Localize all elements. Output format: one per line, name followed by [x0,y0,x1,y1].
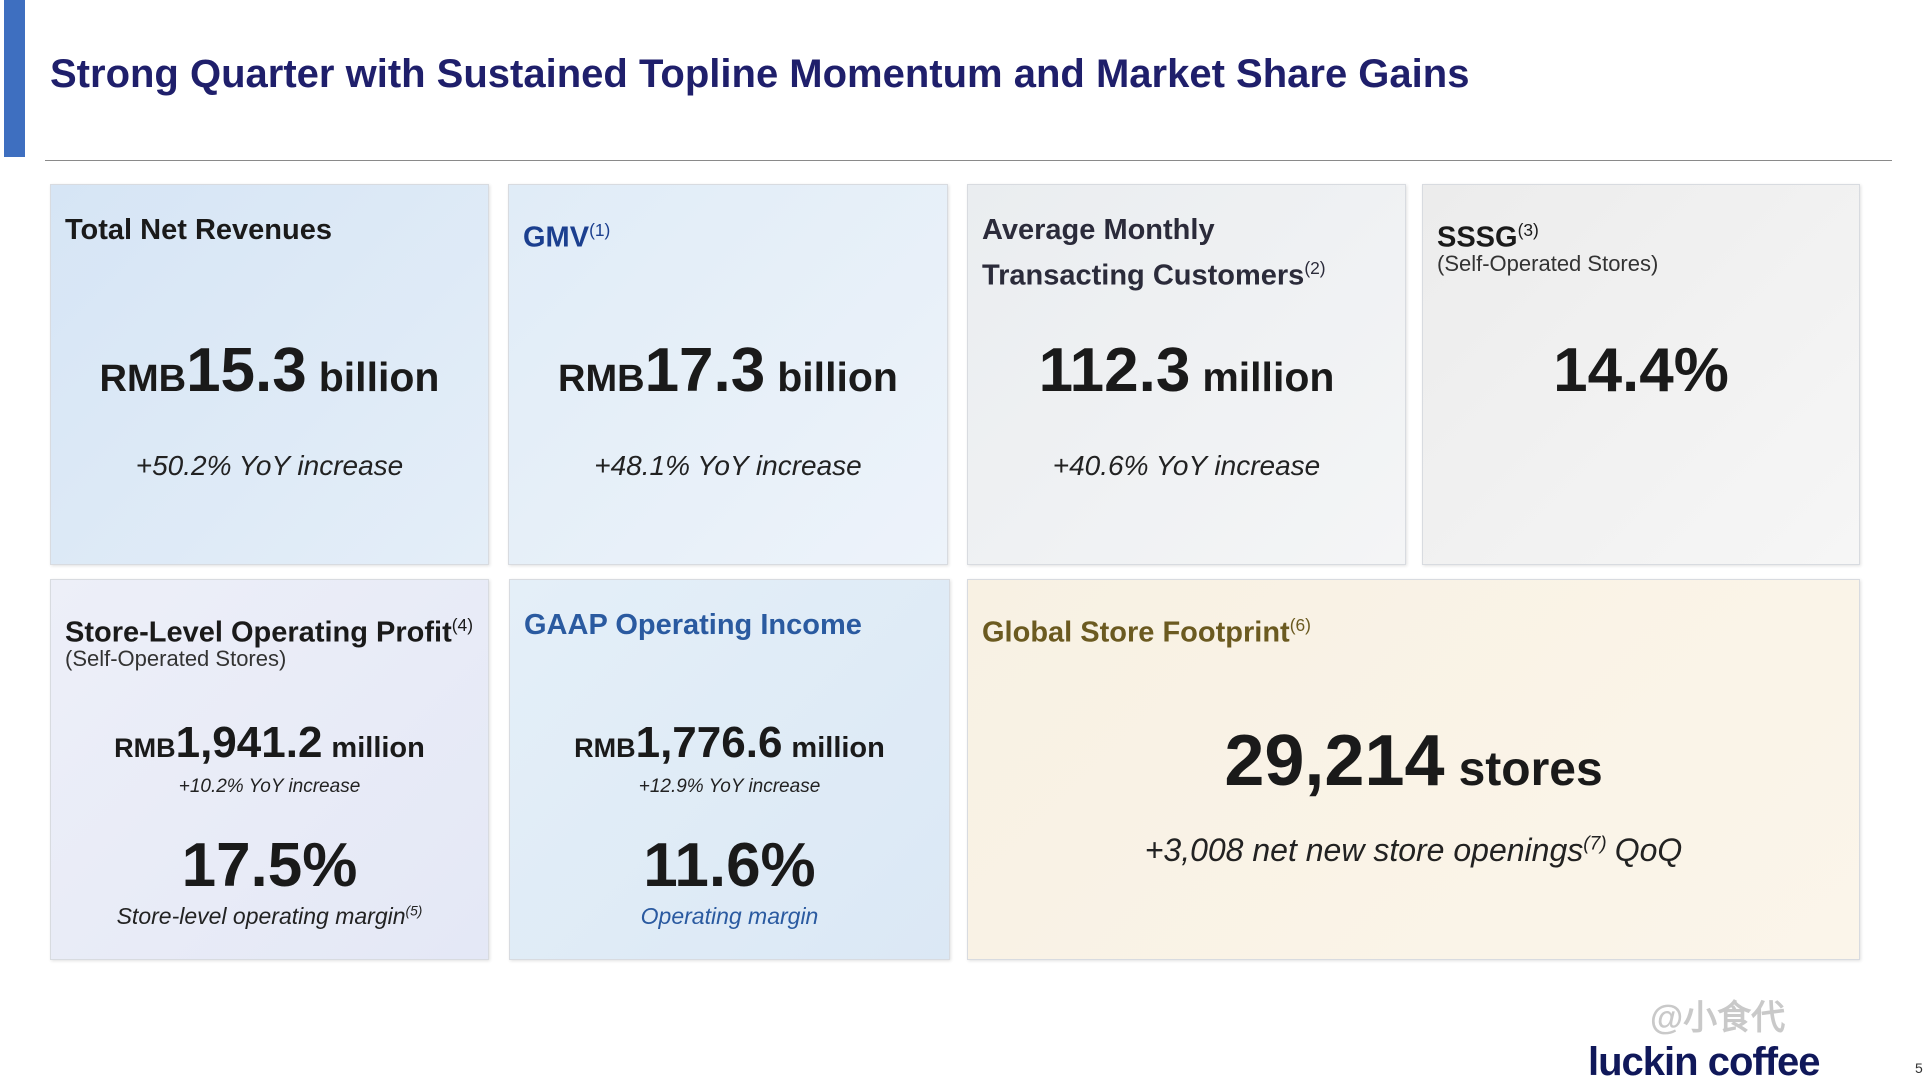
margin-label: Store-level operating margin(5) [51,903,488,930]
card-title-text: Total Net Revenues [65,214,332,246]
value-unit: million [331,732,425,764]
card-title-text: SSSG [1437,221,1518,254]
metric-card: Store-Level Operating Profit(4) (Self-Ope… [50,579,489,960]
card-title-text: GMV [523,221,590,254]
logo: luckin coffee [1588,1040,1821,1084]
change-text: +40.6% YoY increase [968,450,1405,482]
accent-bar [4,0,25,157]
footnote-ref: (5) [405,903,423,919]
change-text: +48.1% YoY increase [509,450,947,482]
card-title-text: Average Monthly Transacting Customers [982,214,1305,292]
metric-value: RMB1,941.2 million [51,718,488,768]
value-prefix: RMB [114,733,176,763]
metric-card: GAAP Operating Income RMB1,776.6 million +1… [509,579,950,960]
margin-label-text: Operating margin [640,903,819,929]
value-number: 112.3 [1038,336,1191,405]
card-title-text: Store-Level Operating Profit [65,616,452,649]
metric-value: RMB1,776.6 million [510,718,949,768]
value-prefix: RMB [574,733,636,763]
value-unit: million [791,732,885,764]
card-title: Total Net Revenues [65,211,332,249]
margin-label: Operating margin [510,903,949,930]
card-title: GMV(1) [523,211,610,257]
divider [45,160,1892,161]
card-title: SSSG(3) [1437,211,1539,257]
value-number: 14.4% [1553,336,1729,405]
value-unit: billion [777,354,898,400]
page-number: 5 [1915,1060,1923,1076]
margin-value: 17.5% [181,831,358,900]
metric-value: RMB17.3 billion [509,335,947,406]
footnote-ref: (4) [451,615,473,635]
card-title: Global Store Footprint(6) [982,606,1311,652]
change-main: +3,008 net new store openings [1144,832,1584,868]
change-text: +10.2% YoY increase [51,776,488,798]
metric-card: Global Store Footprint(6) 29,214 stores +3,… [967,579,1860,960]
value-unit: million [1202,354,1335,400]
footnote-ref: (7) [1583,833,1607,855]
slide-title: Strong Quarter with Sustained Topline Mo… [50,52,1470,96]
value-unit: stores [1458,743,1603,796]
card-subtitle: (Self-Operated Stores) [65,646,287,671]
change-main: +10.2% YoY increase [178,776,361,797]
metric-card: SSSG(3) (Self-Operated Stores) 14.4% [1422,184,1860,565]
card-title-text: Global Store Footprint [982,616,1290,649]
change-main: +50.2% YoY increase [135,450,404,481]
change-text: +12.9% YoY increase [510,776,949,798]
value-unit: billion [318,354,440,400]
change-main: +48.1% YoY increase [594,450,862,481]
change-main: +40.6% YoY increase [1052,450,1321,481]
value-number: 29,214 [1224,721,1445,801]
change-main: +12.9% YoY increase [638,776,821,797]
metric-card: GMV(1) RMB17.3 billion +48.1% YoY increase [508,184,948,565]
metric-value: 112.3 million [968,335,1405,406]
metric-card: Total Net Revenues RMB15.3 billion +50.2% Y… [50,184,489,565]
footnote-ref: (6) [1289,615,1311,635]
card-title-text: GAAP Operating Income [524,609,862,641]
value-number: 17.3 [644,336,766,405]
watermark: @小食代 [1650,999,1786,1037]
metric-card: Average Monthly Transacting Customers(2)… [967,184,1406,565]
card-title: GAAP Operating Income [524,606,862,644]
footnote-ref: (2) [1304,258,1326,278]
card-title: Store-Level Operating Profit(4) [65,606,473,652]
change-text: +50.2% YoY increase [51,450,488,482]
change-text: +3,008 net new store openings(7) QoQ [968,832,1859,869]
margin-value: 11.6% [643,831,816,900]
footnote-ref: (1) [589,220,611,240]
value-number: 1,941.2 [175,718,323,767]
value-prefix: RMB [99,358,187,400]
footnote-ref: (3) [1517,220,1539,240]
margin-label-text: Store-level operating margin [116,903,406,929]
value-prefix: RMB [558,358,645,400]
metric-value: RMB15.3 billion [51,335,488,406]
value-number: 1,776.6 [635,718,783,767]
value-number: 15.3 [186,336,307,405]
card-title: Average Monthly Transacting Customers(2) [982,211,1342,295]
metric-value: 14.4% [1423,335,1859,406]
card-subtitle: (Self-Operated Stores) [1437,251,1659,276]
change-suffix: QoQ [1614,832,1683,868]
metric-value: 29,214 stores [968,720,1859,802]
